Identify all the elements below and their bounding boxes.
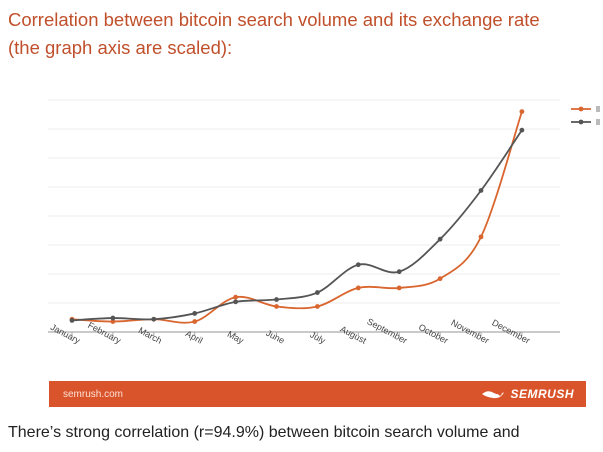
data-point xyxy=(233,299,239,305)
data-point xyxy=(151,316,157,322)
source-banner: semrush.com SEMRUSH xyxy=(49,381,586,407)
brand-name: SEMRUSH xyxy=(510,387,574,401)
data-point xyxy=(355,262,361,268)
series-line xyxy=(71,111,523,324)
brand-logo: SEMRUSH xyxy=(480,387,574,401)
x-tick-label: June xyxy=(264,328,286,346)
series-line xyxy=(71,129,523,322)
data-point xyxy=(192,311,198,316)
title-line-2: (the graph axis are scaled): xyxy=(8,37,233,58)
data-point xyxy=(110,315,116,321)
data-point xyxy=(355,285,361,291)
data-point xyxy=(315,304,320,309)
data-point xyxy=(437,236,443,242)
data-point xyxy=(69,318,75,323)
semrush-flame-icon xyxy=(482,391,505,399)
data-point xyxy=(478,234,484,240)
data-point xyxy=(233,294,239,300)
data-point xyxy=(519,109,525,114)
legend-swatch-marker xyxy=(578,106,584,112)
data-point xyxy=(274,304,279,309)
x-tick-label: October xyxy=(417,322,450,346)
legend-label-truncated xyxy=(596,119,600,125)
banner-site-text: semrush.com xyxy=(63,388,124,400)
legend-label-truncated xyxy=(596,106,600,112)
chart-title-heading: Correlation between bitcoin search volum… xyxy=(8,6,598,62)
data-point xyxy=(315,290,320,295)
data-point xyxy=(192,319,198,324)
x-tick-label: January xyxy=(49,322,82,346)
data-point xyxy=(110,319,116,324)
data-point xyxy=(274,297,279,302)
x-tick-label: August xyxy=(339,324,369,346)
x-tick-label: September xyxy=(365,316,409,346)
body-paragraph: There’s strong correlation (r=94.9%) bet… xyxy=(8,424,520,441)
data-point xyxy=(478,188,484,193)
x-tick-label: February xyxy=(86,320,123,346)
data-point xyxy=(396,285,402,291)
data-point xyxy=(396,269,402,275)
legend-swatch-marker xyxy=(578,119,584,125)
x-tick-label: March xyxy=(137,325,164,346)
chart-svg: January February March April May June July Augu… xyxy=(48,99,600,346)
x-tick-label: April xyxy=(184,328,205,345)
data-point xyxy=(519,127,525,133)
line-chart: January February March April May June July Augu… xyxy=(0,92,603,382)
data-point xyxy=(437,276,443,282)
title-line-1: Correlation between bitcoin search volum… xyxy=(8,9,540,30)
